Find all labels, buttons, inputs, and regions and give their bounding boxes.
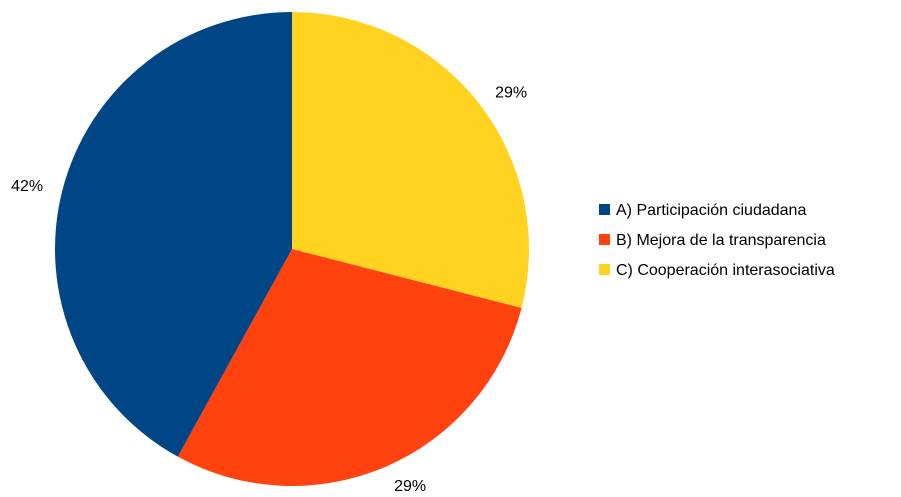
legend-label-a: A) Participación ciudadana — [616, 202, 806, 219]
legend-label-b: B) Mejora de la transparencia — [616, 232, 826, 249]
legend-item-c: C) Cooperación interasociativa — [599, 262, 835, 279]
legend-swatch-a — [599, 204, 610, 215]
legend-swatch-c — [599, 264, 610, 275]
data-label-b: 29% — [394, 478, 426, 495]
legend-item-b: B) Mejora de la transparencia — [599, 232, 826, 249]
legend-item-a: A) Participación ciudadana — [599, 202, 806, 219]
pie-slice-a — [55, 12, 292, 457]
pie-slice-c — [292, 12, 529, 308]
legend-label-c: C) Cooperación interasociativa — [616, 262, 835, 279]
data-label-c: 29% — [495, 85, 527, 102]
pie-slices — [55, 12, 529, 486]
legend-swatch-b — [599, 234, 610, 245]
pie-data-labels: 29% 29% 42% — [11, 85, 527, 495]
chart-legend: A) Participación ciudadana B) Mejora de l… — [599, 202, 835, 279]
data-label-a: 42% — [11, 178, 43, 195]
pie-slice-b — [177, 249, 522, 486]
